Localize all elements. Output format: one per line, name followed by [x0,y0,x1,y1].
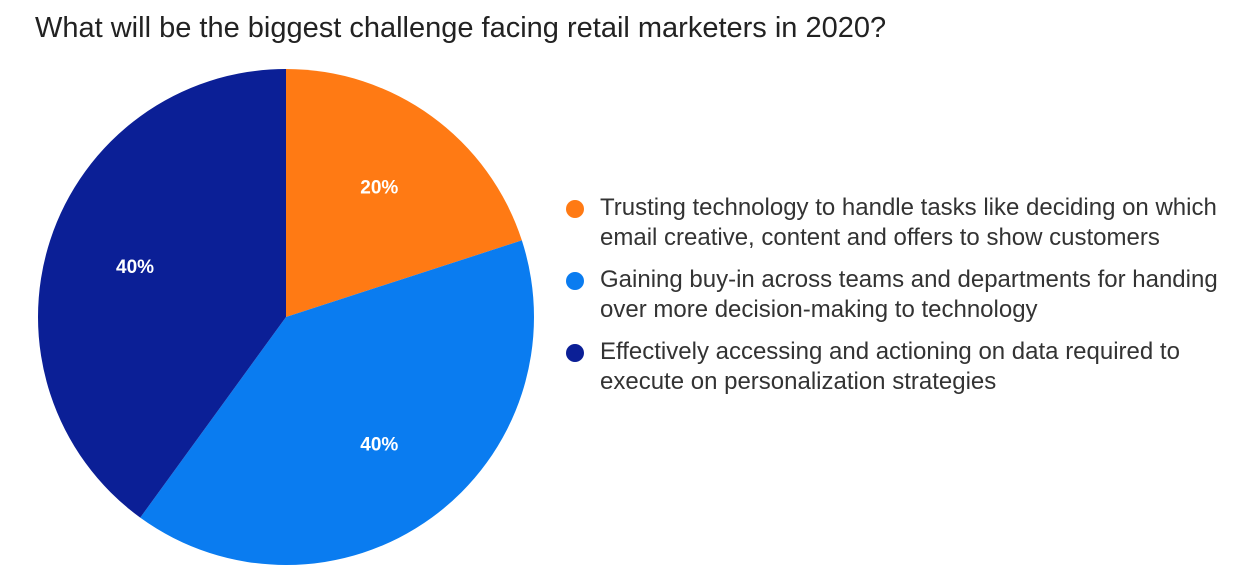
legend-item: Trusting technology to handle tasks like… [566,193,1236,253]
slice-value-label: 40% [360,434,398,455]
legend: Trusting technology to handle tasks like… [566,193,1236,409]
pie-slice [140,240,535,566]
legend-dot-icon [566,200,584,218]
legend-dot-icon [566,344,584,362]
legend-item: Gaining buy-in across teams and departme… [566,265,1236,325]
pie-slice [286,69,522,317]
chart-title: What will be the biggest challenge facin… [35,12,887,44]
slice-value-label: 40% [116,257,154,278]
legend-dot-icon [566,272,584,290]
legend-item: Effectively accessing and actioning on d… [566,337,1236,397]
slice-value-label: 20% [360,178,398,199]
pie-slice [37,69,287,518]
legend-label: Trusting technology to handle tasks like… [600,194,1217,251]
legend-label: Gaining buy-in across teams and departme… [600,266,1218,323]
legend-label: Effectively accessing and actioning on d… [600,338,1180,395]
